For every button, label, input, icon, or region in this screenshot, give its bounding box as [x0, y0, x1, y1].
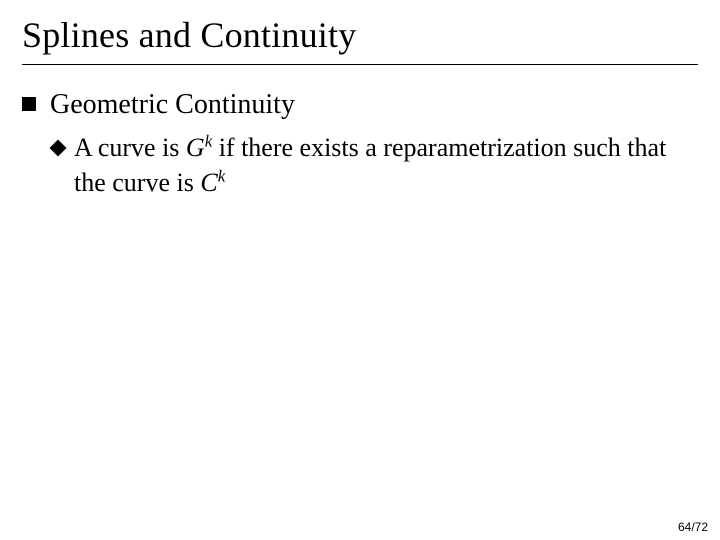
slide-title: Splines and Continuity	[22, 14, 720, 56]
slide: Splines and Continuity Geometric Continu…	[0, 0, 720, 540]
bullet-level1: Geometric Continuity	[22, 87, 698, 122]
bullet-level1-text: Geometric Continuity	[50, 87, 295, 122]
l2-sup2: k	[218, 166, 226, 185]
content-area: Geometric Continuity A curve is Gk if th…	[0, 65, 720, 200]
l2-sym1: G	[186, 133, 205, 162]
title-wrap: Splines and Continuity	[0, 0, 720, 64]
page-number: 64/72	[678, 520, 708, 534]
l2-sym2: C	[200, 168, 217, 197]
square-bullet-icon	[22, 97, 36, 111]
diamond-bullet-icon	[50, 140, 67, 157]
bullet-level2-text: A curve is Gk if there exists a reparame…	[74, 130, 674, 200]
bullet-level2: A curve is Gk if there exists a reparame…	[52, 130, 698, 200]
l2-pre: A curve is	[74, 133, 186, 162]
